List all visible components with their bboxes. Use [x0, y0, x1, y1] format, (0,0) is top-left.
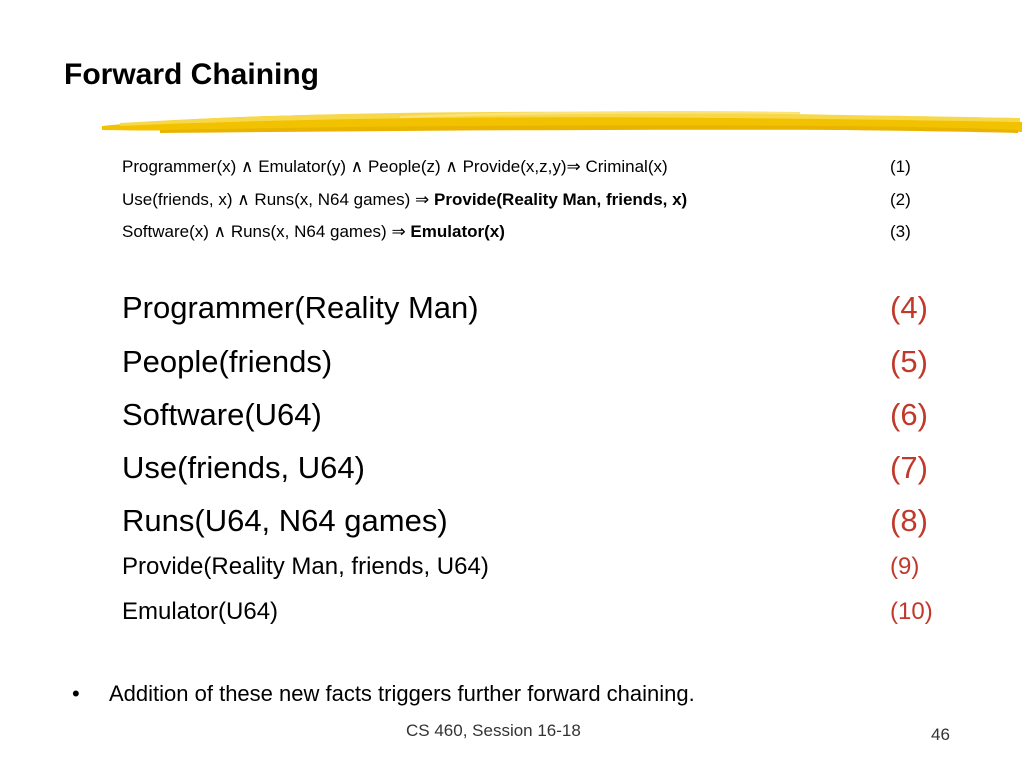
rule-segment: Programmer(x)	[122, 157, 242, 176]
rule-segment: Software(x)	[122, 222, 214, 241]
fact-number: (4)	[890, 290, 928, 325]
footer-course: CS 460, Session 16-18	[406, 721, 581, 740]
fact-row: Programmer(Reality Man) (4)	[122, 290, 928, 326]
page-number: 46	[931, 725, 950, 744]
fact-row: Emulator(U64) (10)	[122, 598, 933, 626]
rule-segment: Runs(x, N64 games)	[226, 222, 392, 241]
rule-segment: Criminal(x)	[580, 157, 668, 176]
fact-row: Software(U64) (6)	[122, 397, 928, 433]
fact-number: (6)	[890, 397, 928, 432]
rule-segment: Use(friends, x)	[122, 190, 238, 209]
rule-segment: ⇒	[415, 190, 430, 209]
rule-number: (3)	[890, 222, 911, 241]
rule-segment: Emulator(y)	[253, 157, 351, 176]
rule-segment: Emulator(x)	[410, 222, 505, 241]
rule-segment: ∧	[241, 157, 254, 176]
rule-row: Software(x) ∧ Runs(x, N64 games) ⇒ Emula…	[122, 222, 911, 242]
fact-row: Runs(U64, N64 games) (8)	[122, 503, 928, 539]
fact-number: (7)	[890, 450, 928, 485]
fact-text: People(friends)	[122, 344, 333, 379]
rule-segment: ⇒	[566, 157, 581, 176]
fact-row: Use(friends, U64) (7)	[122, 450, 928, 486]
fact-text: Software(U64)	[122, 397, 322, 432]
title-highlight-stroke	[102, 111, 1022, 133]
rule-segment: Provide(Reality Man, friends, x)	[434, 190, 688, 209]
slide-title: Forward Chaining	[64, 58, 319, 91]
rule-row: Use(friends, x) ∧ Runs(x, N64 games) ⇒ P…	[122, 190, 911, 210]
fact-number: (9)	[890, 553, 920, 580]
fact-number: (8)	[890, 503, 928, 538]
bullet-text: Addition of these new facts triggers fur…	[109, 681, 695, 706]
bullet-dot: •	[72, 681, 80, 706]
fact-row: Provide(Reality Man, friends, U64) (9)	[122, 553, 919, 581]
fact-text: Provide(Reality Man, friends, U64)	[122, 553, 489, 580]
rule-segment: ∧	[213, 222, 227, 241]
rule-row: Programmer(x) ∧ Emulator(y) ∧ People(z) …	[122, 157, 911, 177]
rule-number: (1)	[890, 157, 911, 176]
rule-number: (2)	[890, 190, 911, 209]
rule-segment: ∧	[445, 157, 458, 176]
fact-number: (5)	[890, 344, 928, 379]
fact-text: Runs(U64, N64 games)	[122, 503, 448, 538]
fact-text: Use(friends, U64)	[122, 450, 365, 485]
fact-text: Programmer(Reality Man)	[122, 290, 479, 325]
rule-segment: ∧	[350, 157, 364, 176]
fact-text: Emulator(U64)	[122, 598, 279, 625]
rule-segment: ∧	[237, 190, 250, 209]
rule-segment: Runs(x, N64 games)	[249, 190, 416, 209]
fact-number: (10)	[890, 598, 933, 625]
fact-row: People(friends) (5)	[122, 344, 928, 380]
rule-segment: Provide(x,z,y)	[457, 157, 567, 176]
rule-segment: People(z)	[363, 157, 446, 176]
rule-segment: ⇒	[391, 222, 406, 241]
